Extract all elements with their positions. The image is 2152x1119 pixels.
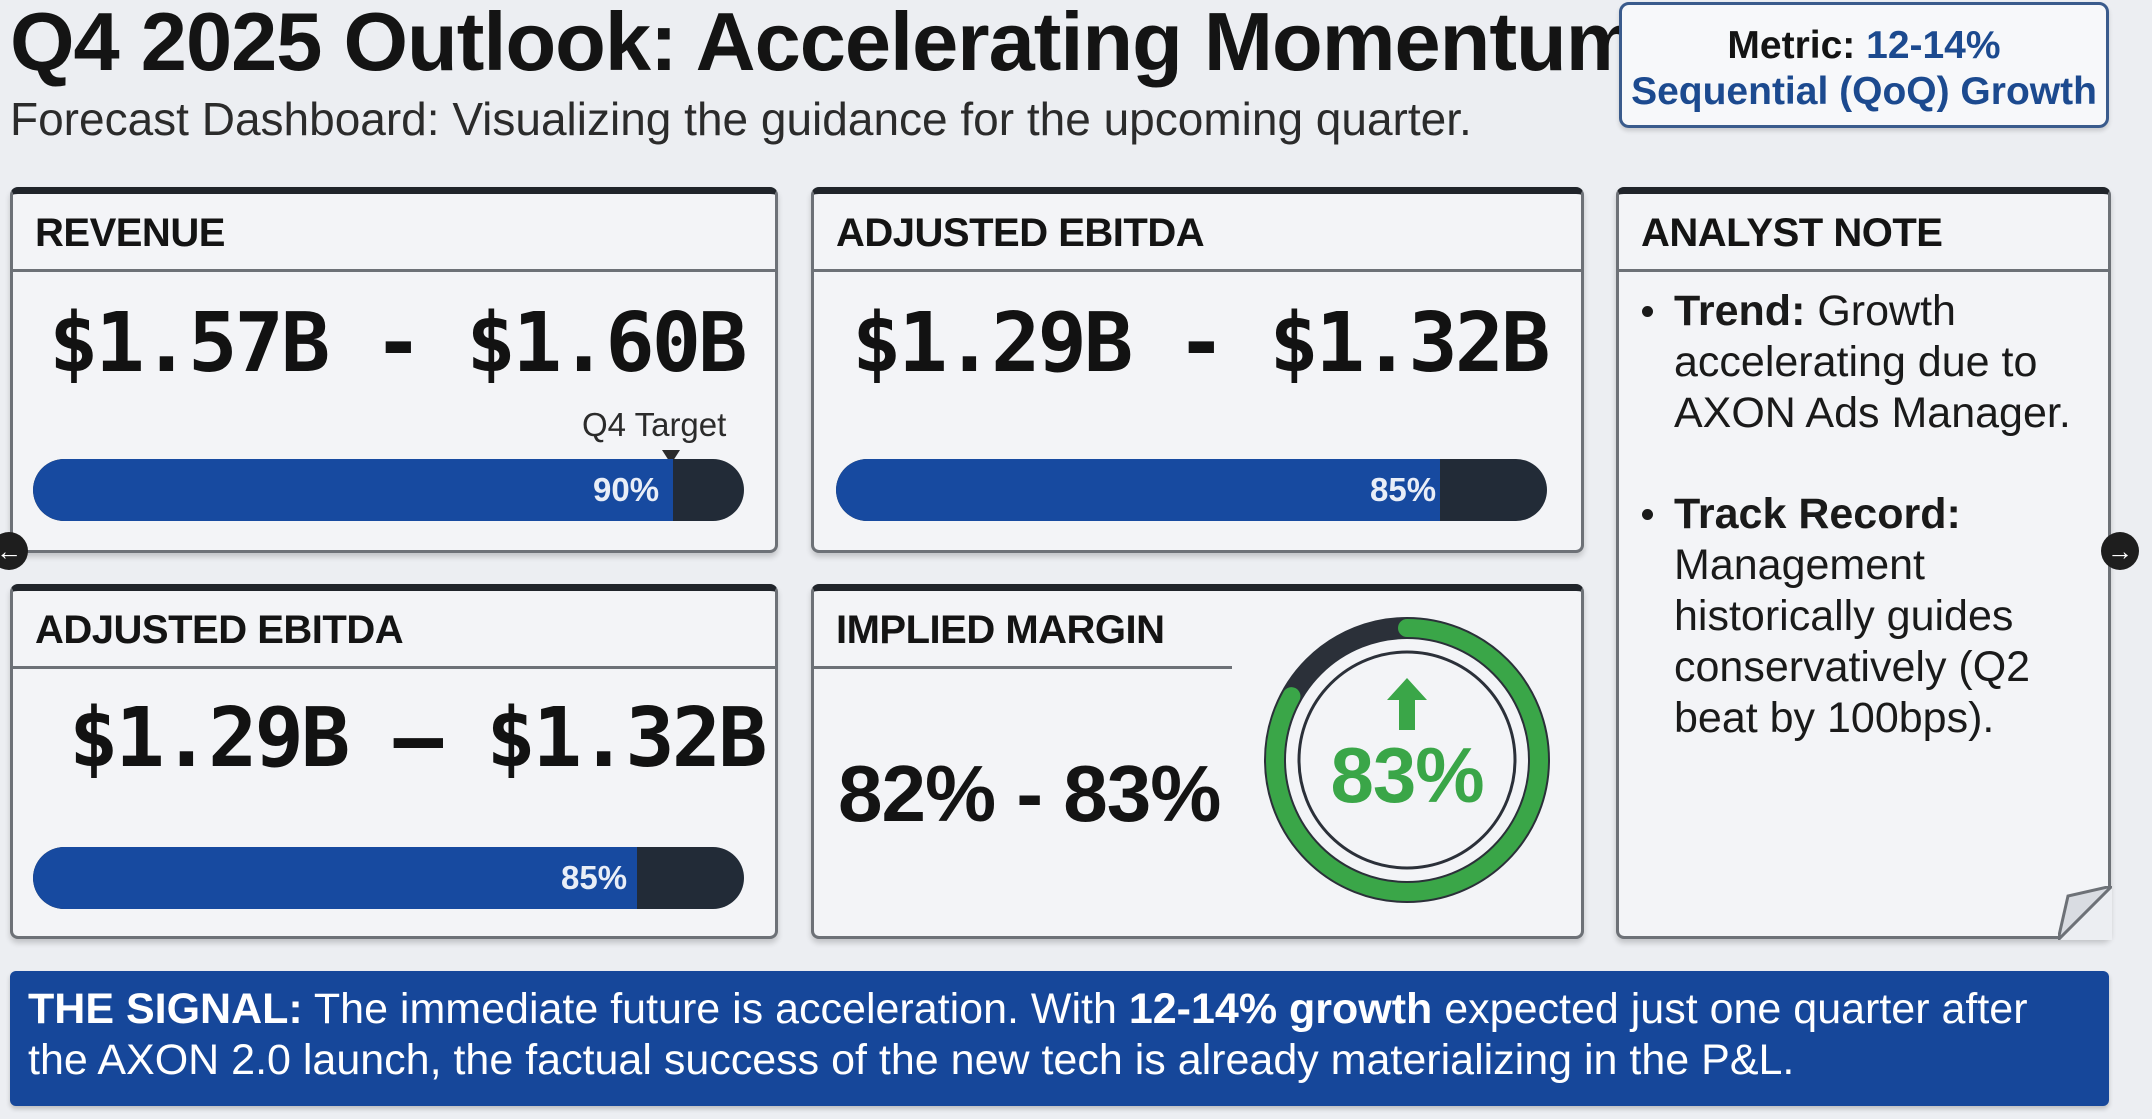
ebitda-top-progress-fill	[836, 459, 1441, 521]
signal-highlight: 12-14% growth	[1128, 985, 1433, 1033]
note-text: Management historically guides conservat…	[1674, 541, 2031, 742]
signal-text-2: expected just one quarter after the AXON…	[28, 985, 2028, 1084]
signal-text-1: The immediate future is acceleration. Wi…	[313, 985, 1117, 1033]
metric-label: Metric:	[1727, 24, 1856, 67]
ebitda-bottom-progress-bar: 85%	[33, 847, 744, 909]
ebitda-top-range: $1.29B - $1.32B	[852, 296, 1551, 391]
revenue-card: REVENUE $1.57B - $1.60B Q4 Target 90%	[10, 187, 778, 553]
implied-margin-range: 82% - 83%	[838, 749, 1221, 838]
note-key: Trend:	[1674, 287, 1806, 335]
revenue-progress-label: 90%	[593, 471, 660, 508]
implied-margin-card-title: IMPLIED MARGIN	[814, 591, 1232, 669]
analyst-note-card: ANALYST NOTE Trend: Growth accelerating …	[1616, 187, 2112, 940]
metric-value: 12-14%	[1866, 24, 2001, 67]
ebitda-card-top-title: ADJUSTED EBITDA	[814, 194, 1581, 272]
metric-box: Metric: 12-14% Sequential (QoQ) Growth	[1619, 2, 2109, 128]
revenue-progress-bar: 90%	[33, 459, 744, 521]
page-subtitle: Forecast Dashboard: Visualizing the guid…	[10, 93, 1472, 145]
list-item: Trend: Growth accelerating due to AXON A…	[1642, 286, 2094, 439]
ebitda-card-bottom-title: ADJUSTED EBITDA	[13, 591, 775, 669]
ebitda-card-bottom: ADJUSTED EBITDA $1.29B – $1.32B 85%	[10, 584, 778, 939]
arrow-right-icon[interactable]: →	[2101, 532, 2139, 570]
gauge-progress-arc	[1266, 619, 1548, 901]
signal-lead: THE SIGNAL:	[28, 985, 303, 1033]
page-curl-icon	[2058, 886, 2112, 940]
revenue-range: $1.57B - $1.60B	[49, 296, 748, 391]
note-key: Track Record:	[1674, 490, 1961, 538]
list-item: Track Record: Management historically gu…	[1642, 489, 2094, 744]
analyst-note-list: Trend: Growth accelerating due to AXON A…	[1642, 286, 2094, 794]
ebitda-top-progress-bar: 85%	[836, 459, 1547, 521]
arrow-up-icon	[1387, 678, 1427, 730]
gauge-inner-ring	[1297, 650, 1517, 870]
gauge-value: 83%	[1330, 731, 1484, 819]
page-title: Q4 2025 Outlook: Accelerating Momentum	[10, 0, 1640, 88]
ebitda-top-progress-label: 85%	[1370, 471, 1437, 508]
ebitda-bottom-progress-label: 85%	[561, 859, 628, 896]
ebitda-bottom-progress-fill	[33, 847, 638, 909]
ebitda-bottom-range: $1.29B – $1.32B	[69, 691, 768, 786]
analyst-note-title: ANALYST NOTE	[1619, 194, 2108, 272]
margin-gauge	[1264, 617, 1550, 903]
note-text: Growth accelerating due to AXON Ads Mana…	[1674, 287, 2071, 437]
revenue-progress-fill	[33, 459, 673, 521]
metric-description: Sequential (QoQ) Growth	[1631, 70, 2097, 113]
signal-banner: THE SIGNAL: The immediate future is acce…	[10, 971, 2109, 1106]
target-label: Q4 Target	[582, 406, 727, 443]
ebitda-card-top: ADJUSTED EBITDA $1.29B - $1.32B 85%	[811, 187, 1584, 553]
revenue-card-title: REVENUE	[13, 194, 775, 272]
